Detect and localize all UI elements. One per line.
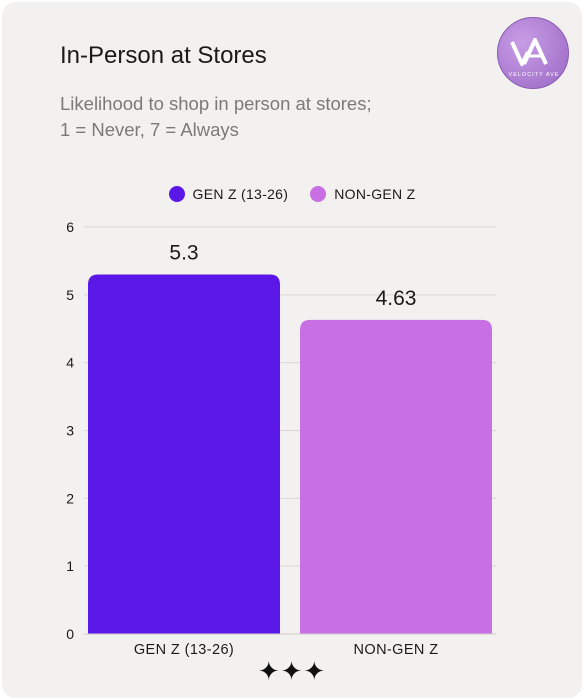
chart-subtitle: Likelihood to shop in person at stores; … <box>60 91 372 143</box>
x-tick-label: NON-GEN Z <box>354 642 439 658</box>
decorative-stars: ✦✦✦ <box>257 656 327 686</box>
legend-item-non-gen-z: NON-GEN Z <box>310 186 415 202</box>
y-tick-label: 2 <box>66 490 74 506</box>
legend-swatch-non-gen-z <box>310 186 327 202</box>
logo-text: VELOCITY AVE <box>509 72 560 78</box>
y-tick-label: 0 <box>66 626 74 642</box>
legend-label-gen-z: GEN Z (13-26) <box>192 186 289 202</box>
x-tick-label: GEN Z (13-26) <box>134 642 234 658</box>
y-tick-label: 5 <box>66 287 74 303</box>
chart-title: In-Person at Stores <box>60 42 267 69</box>
chart-legend: GEN Z (13-26) NON-GEN Z <box>0 186 584 202</box>
legend-label-non-gen-z: NON-GEN Z <box>334 186 416 202</box>
subtitle-line-2: 1 = Never, 7 = Always <box>60 119 239 140</box>
bar <box>300 319 492 634</box>
y-tick-label: 3 <box>66 423 74 439</box>
y-tick-label: 6 <box>66 219 74 235</box>
bar <box>88 274 280 634</box>
data-label: 5.3 <box>169 241 198 264</box>
legend-swatch-gen-z <box>168 186 185 202</box>
subtitle-line-1: Likelihood to shop in person at stores; <box>60 93 372 114</box>
data-label: 4.63 <box>376 287 417 310</box>
y-tick-label: 4 <box>66 355 74 371</box>
y-tick-label: 1 <box>66 558 74 574</box>
velocity-ave-logo: VELOCITY AVE <box>497 17 569 89</box>
legend-item-gen-z: GEN Z (13-26) <box>168 186 289 202</box>
